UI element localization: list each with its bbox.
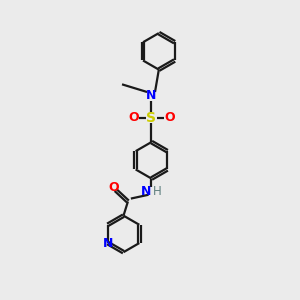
Text: S: S: [146, 111, 157, 124]
Text: N: N: [141, 185, 152, 198]
Text: O: O: [108, 181, 119, 194]
Text: N: N: [146, 89, 157, 102]
Text: H: H: [153, 185, 162, 198]
Text: N: N: [103, 236, 113, 250]
Text: O: O: [128, 111, 139, 124]
Text: O: O: [164, 111, 175, 124]
